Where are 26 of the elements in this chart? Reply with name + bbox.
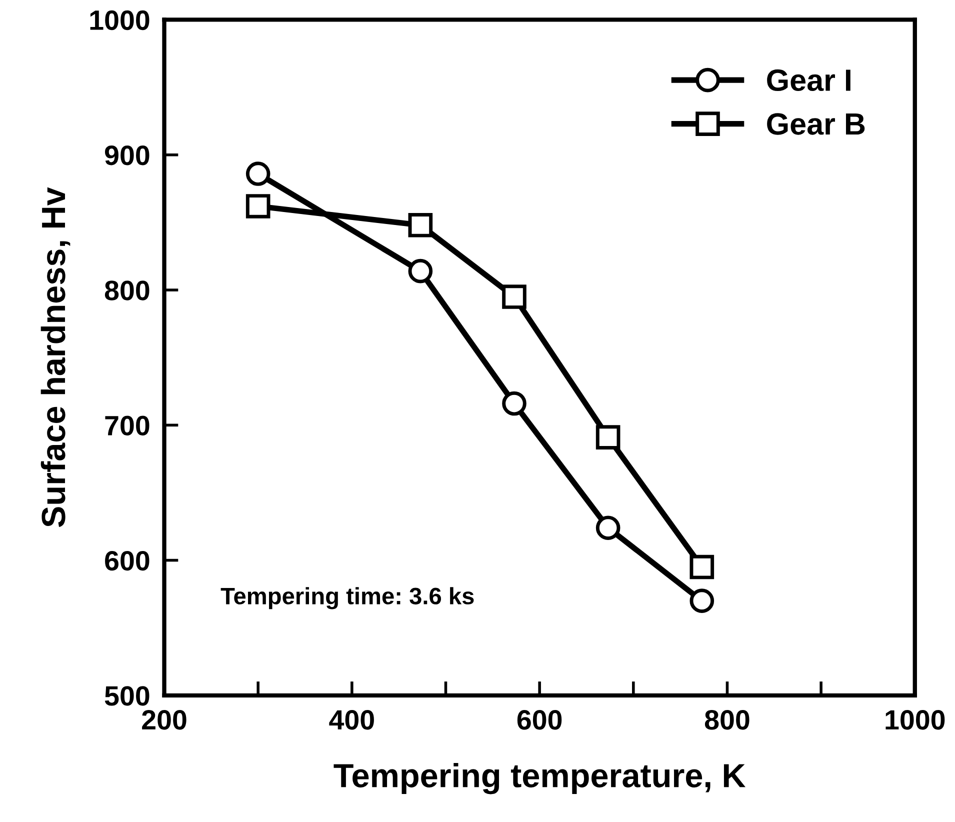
point bbox=[408, 258, 433, 284]
point bbox=[690, 588, 714, 613]
x-tick-label: 1000 bbox=[886, 710, 945, 730]
y-tick-label: 900 bbox=[104, 146, 150, 166]
legend-label: Gear I bbox=[767, 69, 850, 92]
point bbox=[502, 391, 526, 416]
x-axis-title: Tempering temperature, K bbox=[334, 762, 746, 794]
annotation: Tempering time: 3.6 ks bbox=[220, 587, 474, 610]
legend-label: Gear B bbox=[767, 113, 865, 135]
point bbox=[246, 194, 270, 218]
y-tick-label: 500 bbox=[104, 686, 150, 706]
x-tick-label: 600 bbox=[517, 710, 562, 730]
x-tick-label: 400 bbox=[329, 710, 374, 730]
x-tick-label: 200 bbox=[142, 710, 186, 730]
y-tick-label: 1000 bbox=[90, 10, 150, 30]
x-tick-label: 800 bbox=[704, 710, 750, 730]
point bbox=[408, 212, 433, 238]
y-tick-label: 800 bbox=[104, 280, 150, 300]
point bbox=[502, 284, 526, 309]
y-tick-label: 700 bbox=[105, 416, 150, 436]
y-tick-label: 600 bbox=[105, 550, 150, 571]
point bbox=[246, 162, 270, 186]
point bbox=[596, 516, 620, 540]
y-axis-title: Surface hardness, Hv bbox=[40, 187, 70, 528]
point bbox=[690, 554, 714, 580]
point bbox=[596, 425, 620, 450]
